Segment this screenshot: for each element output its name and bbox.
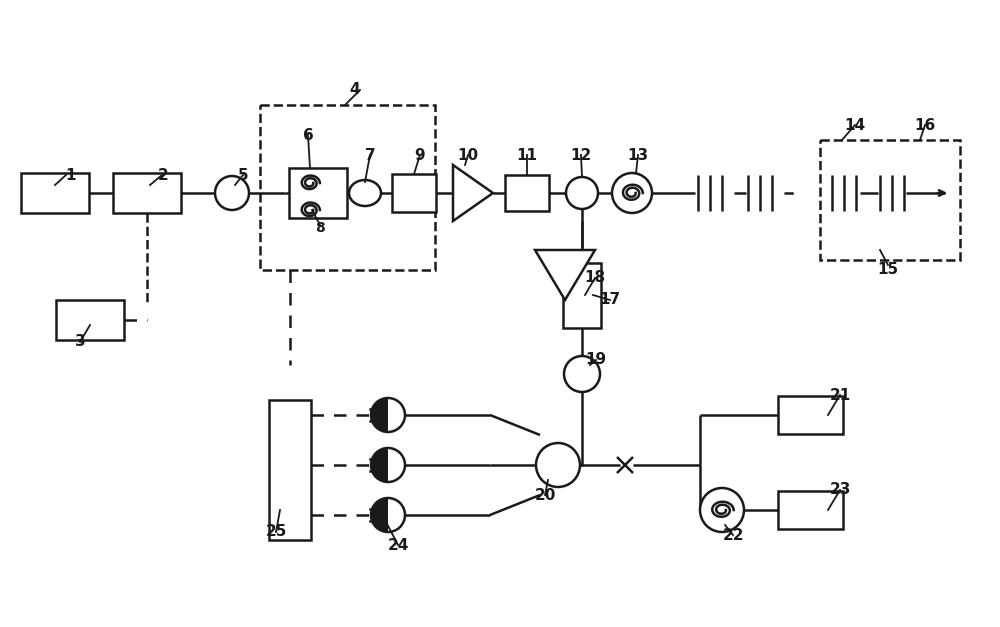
- Text: 2: 2: [158, 167, 168, 182]
- Circle shape: [215, 176, 249, 210]
- Circle shape: [566, 177, 598, 209]
- Text: 16: 16: [914, 117, 936, 132]
- Text: 22: 22: [722, 527, 744, 542]
- Text: 15: 15: [877, 263, 899, 278]
- Text: 9: 9: [415, 147, 425, 162]
- Circle shape: [612, 173, 652, 213]
- Bar: [505, 175, 549, 211]
- Circle shape: [564, 356, 600, 392]
- Text: 14: 14: [844, 117, 866, 132]
- Text: 11: 11: [516, 147, 538, 162]
- Text: 1: 1: [66, 167, 76, 182]
- Bar: [289, 168, 347, 218]
- Text: 20: 20: [534, 488, 556, 502]
- Text: 25: 25: [265, 525, 287, 539]
- Bar: [260, 105, 435, 270]
- Wedge shape: [371, 448, 388, 482]
- Ellipse shape: [349, 180, 381, 206]
- Bar: [56, 300, 124, 340]
- Bar: [269, 400, 311, 540]
- Text: 18: 18: [584, 270, 606, 285]
- Circle shape: [371, 448, 405, 482]
- Bar: [778, 396, 842, 434]
- Bar: [563, 263, 601, 327]
- Text: 10: 10: [457, 147, 479, 162]
- Text: 24: 24: [387, 537, 409, 552]
- Bar: [21, 173, 89, 213]
- Polygon shape: [453, 165, 493, 221]
- Circle shape: [700, 488, 744, 532]
- Text: 7: 7: [365, 147, 375, 162]
- Bar: [820, 140, 960, 260]
- Text: 6: 6: [303, 127, 313, 142]
- Circle shape: [371, 398, 405, 432]
- Text: 21: 21: [829, 387, 851, 403]
- Text: 12: 12: [570, 147, 592, 162]
- Wedge shape: [371, 498, 388, 532]
- Bar: [778, 491, 842, 529]
- Text: 23: 23: [829, 483, 851, 497]
- Text: 13: 13: [627, 147, 649, 162]
- Bar: [113, 173, 181, 213]
- Text: 8: 8: [315, 221, 325, 235]
- Bar: [392, 174, 436, 212]
- Text: 17: 17: [599, 293, 621, 307]
- Circle shape: [536, 443, 580, 487]
- Wedge shape: [371, 398, 388, 432]
- Text: 5: 5: [238, 167, 248, 182]
- Text: 4: 4: [350, 83, 360, 98]
- Text: 3: 3: [75, 334, 85, 349]
- Text: 19: 19: [585, 352, 607, 367]
- Polygon shape: [535, 250, 595, 300]
- Circle shape: [371, 498, 405, 532]
